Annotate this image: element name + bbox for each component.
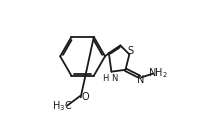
Text: N: N [137, 75, 145, 85]
Text: N: N [111, 74, 118, 83]
Text: NH$_2$: NH$_2$ [148, 67, 168, 81]
Text: S: S [127, 46, 134, 56]
Text: O: O [81, 92, 89, 102]
Text: H: H [102, 74, 108, 83]
Text: H$_3$C: H$_3$C [52, 99, 72, 113]
